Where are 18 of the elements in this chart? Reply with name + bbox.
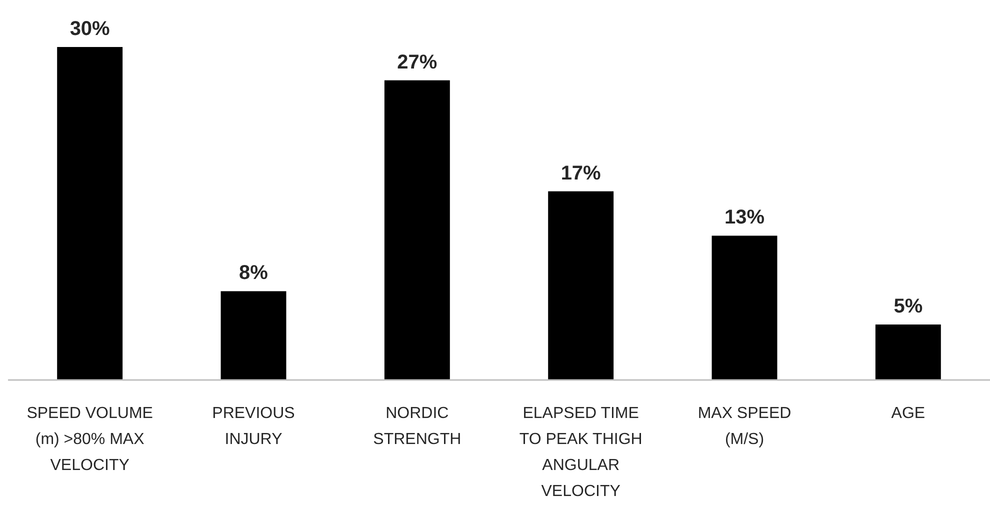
x-tick-label: MAX SPEED (M/S) bbox=[698, 405, 792, 448]
x-tick-label: SPEED VOLUME (m) >80% MAX VELOCITY bbox=[26, 405, 153, 474]
data-label: 17% bbox=[560, 162, 602, 184]
bar bbox=[384, 80, 450, 380]
bar bbox=[875, 324, 941, 380]
data-label: 5% bbox=[894, 296, 923, 318]
x-tick-label: NORDIC STRENGTH bbox=[373, 405, 462, 448]
bar bbox=[712, 236, 778, 380]
x-tick-label: ELAPSED TIME TO PEAK THIGH ANGULAR VELOCITY bbox=[519, 405, 642, 500]
data-label: 8% bbox=[239, 262, 268, 284]
bar bbox=[220, 291, 286, 380]
bar bbox=[57, 47, 123, 380]
x-tick-label: PREVIOUS INJURY bbox=[212, 405, 295, 448]
bar bbox=[548, 191, 614, 380]
data-label: 27% bbox=[397, 51, 438, 74]
data-label: 13% bbox=[724, 206, 765, 229]
x-tick-label: AGE bbox=[891, 405, 926, 422]
data-label: 30% bbox=[70, 18, 110, 40]
